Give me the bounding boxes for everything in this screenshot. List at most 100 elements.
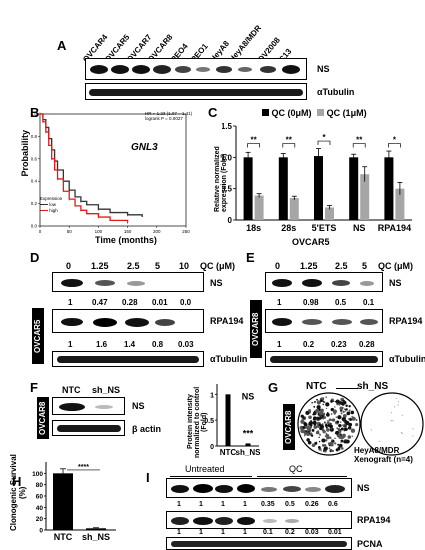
x-tick-label: NTC <box>54 532 73 542</box>
sig-marker: * <box>322 133 326 142</box>
sig-bracket <box>317 140 331 146</box>
ntc-colonies <box>299 396 359 453</box>
legend-high: high <box>40 208 62 214</box>
e-header: QC (μM) <box>378 261 413 271</box>
y-tick-label: 0.2 <box>31 201 38 206</box>
panel-label-g: G <box>268 380 279 395</box>
row-label: PCNA <box>357 539 383 549</box>
bar-sh_NS <box>245 443 251 446</box>
panel-label-e: E <box>246 250 255 265</box>
row-label: NS <box>357 483 370 493</box>
row-label: αTubulin <box>389 354 425 364</box>
sig-marker: ** <box>356 136 363 145</box>
legend-title: Expression <box>40 196 63 201</box>
y-tick-label: 0 <box>39 528 43 535</box>
bar-RPA194 <box>395 188 405 220</box>
i-group-untreated: Untreated <box>185 464 225 474</box>
bar-label: NS <box>242 392 255 402</box>
panel-label-a: A <box>57 38 67 53</box>
x-tick-label: NS <box>353 223 366 232</box>
b-gene-label: GNL3 <box>131 142 158 153</box>
blot-a-ns <box>85 58 307 80</box>
legend-qc1: QC (1μM) <box>326 108 367 118</box>
f-lane-label: NTC <box>62 385 81 395</box>
y-tick-label: 1.5 <box>222 122 233 131</box>
f-bar-chart: 0 0.5 1 NTC sh_NS NS *** <box>205 384 261 457</box>
c-legend: QC (0μM) QC (1μM) <box>262 108 367 118</box>
y-tick-label: 40 <box>36 505 44 512</box>
x-tick-label: NTC <box>220 448 237 457</box>
y-tick-label: 1.0 <box>31 112 38 117</box>
d-header: QC (μM) <box>200 261 235 271</box>
blot-f-ns <box>52 397 125 415</box>
blot-d-tubulin <box>52 351 204 367</box>
y-tick-label: 0.6 <box>31 156 38 161</box>
y-tick-label: 1.0 <box>222 153 233 162</box>
x-tick-label: RPA194 <box>378 223 411 232</box>
legend-low: low <box>40 202 62 208</box>
f-side-label: OVCAR8 <box>37 397 49 439</box>
x-tick-label: sh_NS <box>82 532 110 542</box>
row-label: RPA194 <box>357 515 391 525</box>
row-label: NS <box>389 278 402 288</box>
blot-e-ns <box>265 272 383 292</box>
y-tick-label: 0.0 <box>31 224 38 229</box>
blot-d-ns <box>52 272 204 292</box>
blot-i-ns <box>166 478 352 498</box>
series-low <box>40 113 143 218</box>
sig-marker: *** <box>243 429 254 439</box>
bar-NS <box>360 174 370 220</box>
g-label-shns: sh_NS <box>357 381 389 392</box>
sig-marker: **** <box>78 464 89 471</box>
h-bar-chart: 0 20 40 60 80 100 NTC sh_NS **** <box>32 462 116 542</box>
i-qc-bracket <box>257 476 347 477</box>
sig-bracket <box>247 143 260 148</box>
c-xlabel: OVCAR5 <box>292 237 330 247</box>
bar-NS <box>349 157 359 220</box>
bar-5'ETS <box>325 207 334 220</box>
b-stats: HR = 1.23 (1.07 – 1.41) logrank P = 0.00… <box>145 111 193 122</box>
blot-i-rpa194 <box>166 511 352 529</box>
x-tick-label: 250 <box>182 229 190 234</box>
i-title: HeyA8/MDR Xenograft (n=4) <box>354 446 413 465</box>
g-side-label: OVCAR8 <box>283 404 295 450</box>
y-tick-label: 0 <box>210 444 214 451</box>
bar-18s <box>254 195 264 220</box>
survival-chart: 0.0 0.2 0.4 0.6 0.8 1.0 0 50 100 150 200 250 <box>31 112 191 235</box>
row-label: RPA194 <box>389 316 423 326</box>
bar-NTC <box>225 394 231 446</box>
i-group-qc: QC <box>289 464 303 474</box>
y-tick-label: 60 <box>36 494 44 501</box>
blot-e-rpa194 <box>265 309 383 333</box>
panel-label-d: D <box>30 250 40 265</box>
panel-label-f: F <box>30 380 38 395</box>
y-tick-label: 0.4 <box>31 179 38 184</box>
x-tick-label: 100 <box>95 229 103 234</box>
y-tick-label: 80 <box>36 482 44 489</box>
d-side-label: OVCAR5 <box>32 308 44 364</box>
sig-bracket <box>352 143 366 148</box>
f-lane-label: sh_NS <box>92 385 121 395</box>
row-label: β actin <box>132 424 161 434</box>
y-tick-label: 0.5 <box>205 418 214 425</box>
x-tick-label: 28s <box>281 223 296 232</box>
y-tick-label: 100 <box>32 471 43 478</box>
bar-RPA194 <box>384 157 394 220</box>
sig-marker: ** <box>286 136 293 145</box>
qpcr-bar-chart: 0 0.5 1.0 1.5 ** 18s ** 28s * 5'ETS ** NS * RPA194 <box>222 122 412 232</box>
y-tick-label: 0 <box>228 216 233 225</box>
row-label: NS <box>317 64 330 74</box>
panel-label-c: C <box>208 105 218 120</box>
bar-28s <box>278 157 288 220</box>
plot-frame <box>39 113 187 227</box>
sig-bracket <box>388 143 401 148</box>
g-label-ntc: NTC <box>306 381 327 392</box>
x-tick-label: 50 <box>67 229 73 234</box>
x-tick-label: 5'ETS <box>312 223 337 232</box>
b-legend: Expression low high <box>40 196 62 214</box>
f-ylabel: Protein intensity normalized to control … <box>187 386 208 458</box>
blot-f-actin <box>52 420 125 436</box>
series-high <box>40 113 129 223</box>
panel-label-i: I <box>146 470 150 485</box>
sig-marker: ** <box>250 136 257 145</box>
